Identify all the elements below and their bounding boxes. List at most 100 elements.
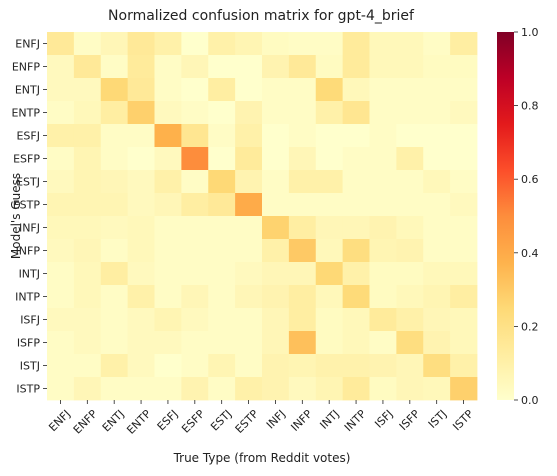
heatmap-cell-ENTJ-ENFP — [73, 78, 102, 102]
heatmap-cell-ESTP-INTJ — [315, 193, 344, 217]
y-tick-label: INTP — [15, 291, 40, 304]
heatmap-cell-ISFJ-ISTJ — [423, 308, 451, 332]
heatmap-cell-ISFP-ESFJ — [154, 331, 182, 355]
heatmap-cell-ESTP-ENTJ — [100, 193, 129, 217]
heatmap-cell-INTJ-INTP — [342, 262, 370, 286]
heatmap-cell-ESTP-ISTJ — [423, 193, 451, 217]
heatmap-cell-ENFP-ISTJ — [423, 55, 451, 79]
colorbar-ticks: 0.0 0.2 0.4 0.6 0.8 1.0 — [514, 26, 539, 407]
heatmap-cell-INTP-ESFJ — [154, 285, 182, 309]
heatmap-cell-ENTP-ISTP — [450, 101, 478, 125]
heatmap-cell-ESTP-ISTP — [450, 193, 478, 217]
heatmap-cell-ENFJ-INFP — [288, 32, 317, 56]
y-tick-label: ISTJ — [20, 360, 40, 373]
heatmap-cell-ENTP-ISFP — [396, 101, 424, 125]
heatmap-cell-ENFJ-ISTJ — [423, 32, 451, 56]
heatmap-cell-INFP-INFJ — [262, 239, 290, 263]
heatmap-cell-ISFJ-INTP — [342, 308, 370, 332]
heatmap-cell-INFP-ESFJ — [154, 239, 182, 263]
heatmap-cell-ESTJ-ENTP — [127, 170, 155, 194]
heatmap-cell-ESFP-ENFP — [73, 147, 102, 171]
heatmap-cell-ISFP-ENFJ — [47, 331, 75, 355]
heatmap-cell-ESTP-INFP — [288, 193, 317, 217]
heatmap-cell-ESFP-INFP — [288, 147, 317, 171]
heatmap-cell-ENFJ-ISTP — [450, 32, 478, 56]
heatmap-cell-ENTP-INTJ — [315, 101, 344, 125]
heatmap-cell-ISFP-ESTP — [235, 331, 263, 355]
x-tick-label: ESTP — [233, 407, 262, 436]
heatmap-cell-INTJ-ESFJ — [154, 262, 182, 286]
heatmap-cell-INTP-ENTJ — [100, 285, 129, 309]
heatmap-cell-ISTJ-ESTJ — [208, 354, 236, 378]
heatmap-cell-ESTP-ESFP — [181, 193, 209, 217]
heatmap-cell-ENFP-ENTP — [127, 55, 155, 79]
heatmap-cell-ISTJ-ENTP — [127, 354, 155, 378]
heatmap-cell-ISFP-INFJ — [262, 331, 290, 355]
heatmap-cell-ISFJ-ESTP — [235, 308, 263, 332]
heatmap-cell-INTP-ENFJ — [47, 285, 75, 309]
x-tick-label: INTP — [342, 407, 369, 434]
x-tick-label: ENTP — [124, 407, 154, 437]
x-axis-label: True Type (from Reddit votes) — [173, 451, 351, 465]
x-tick-label: ISTJ — [426, 407, 449, 430]
heatmap-cell-INFP-INTP — [342, 239, 370, 263]
heatmap-cell-ESTP-ISFP — [396, 193, 424, 217]
y-tick-label: ISFP — [17, 337, 41, 350]
heatmap-cell-ISTJ-INFJ — [262, 354, 290, 378]
heatmap-cell-ESTP-INTP — [342, 193, 370, 217]
heatmap-cell-ENTJ-ISFJ — [369, 78, 397, 102]
heatmap-cell-INTP-ESTJ — [208, 285, 236, 309]
y-tick-label: ISFJ — [20, 314, 40, 327]
y-tick-label: ESTP — [13, 199, 41, 212]
x-tick-label: ENFP — [71, 407, 100, 436]
heatmap-cell-ISTP-ENTJ — [100, 377, 129, 401]
x-tick-label: ENFJ — [46, 407, 73, 434]
heatmap-cell-INTP-ISTJ — [423, 285, 451, 309]
x-tick-label: INFP — [288, 407, 315, 434]
heatmap-cell-ESFP-ENTJ — [100, 147, 129, 171]
heatmap-cell-ENFP-ESFJ — [154, 55, 182, 79]
heatmap-cell-ISTJ-ISTP — [450, 354, 478, 378]
y-tick-label: ESTJ — [16, 176, 40, 189]
y-tick-label: INFJ — [19, 222, 40, 235]
heatmap-cell-INFJ-INFJ — [262, 216, 290, 240]
heatmap-cell-ISTJ-ESTP — [235, 354, 263, 378]
heatmap-cell-ENFP-ENTJ — [100, 55, 129, 79]
heatmap-cell-ESTJ-ENTJ — [100, 170, 129, 194]
heatmap-cell-ESFP-ESFJ — [154, 147, 182, 171]
y-tick-label: ENFP — [12, 61, 41, 74]
heatmap-cell-INFP-ISFJ — [369, 239, 397, 263]
heatmap-cell-ESFP-INTJ — [315, 147, 344, 171]
heatmap-cell-INFJ-ENFP — [73, 216, 102, 240]
heatmap-cell-ESFJ-INTP — [342, 124, 370, 148]
heatmap-cell-ENFJ-INTP — [342, 32, 370, 56]
heatmap-cell-ENTJ-ESTJ — [208, 78, 236, 102]
heatmap-cell-ESTP-ESFJ — [154, 193, 182, 217]
heatmap-cell-ESTP-ENFP — [73, 193, 102, 217]
heatmap-cell-ISFJ-ISFJ — [369, 308, 397, 332]
heatmap-cell-INFJ-ISFJ — [369, 216, 397, 240]
heatmap-cell-ISFP-ESTJ — [208, 331, 236, 355]
heatmap-cell-ESTP-ESTP — [235, 193, 263, 217]
heatmap-cell-INFP-ISTP — [450, 239, 478, 263]
heatmap-cell-ESFP-ESFP — [181, 147, 209, 171]
heatmap-cell-ISTJ-ENFP — [73, 354, 102, 378]
heatmap-cell-INFJ-INFP — [288, 216, 317, 240]
heatmap-cell-INFJ-INTJ — [315, 216, 344, 240]
heatmap-cell-ESTJ-ENFJ — [47, 170, 75, 194]
heatmap-cell-INTJ-ISTJ — [423, 262, 451, 286]
heatmap-cell-ISFJ-ENFP — [73, 308, 102, 332]
x-tick-label: INTJ — [317, 407, 341, 431]
heatmap-cell-ENTJ-ISTJ — [423, 78, 451, 102]
heatmap-cell-ESTP-ESTJ — [208, 193, 236, 217]
heatmap-cell-ISTJ-ENFJ — [47, 354, 75, 378]
heatmap-cell-ESFP-ISFP — [396, 147, 424, 171]
heatmap-cell-ENFP-INFJ — [262, 55, 290, 79]
heatmap-cell-INFJ-ESTP — [235, 216, 263, 240]
heatmap-cell-ISTP-INFP — [288, 377, 317, 401]
heatmap-cell-ISTP-ESFJ — [154, 377, 182, 401]
heatmap-cell-ESTJ-INFJ — [262, 170, 290, 194]
heatmap-cell-ENTP-ENTP — [127, 101, 155, 125]
heatmap-cell-INTP-INTP — [342, 285, 370, 309]
heatmap-cell-INTJ-ENFJ — [47, 262, 75, 286]
